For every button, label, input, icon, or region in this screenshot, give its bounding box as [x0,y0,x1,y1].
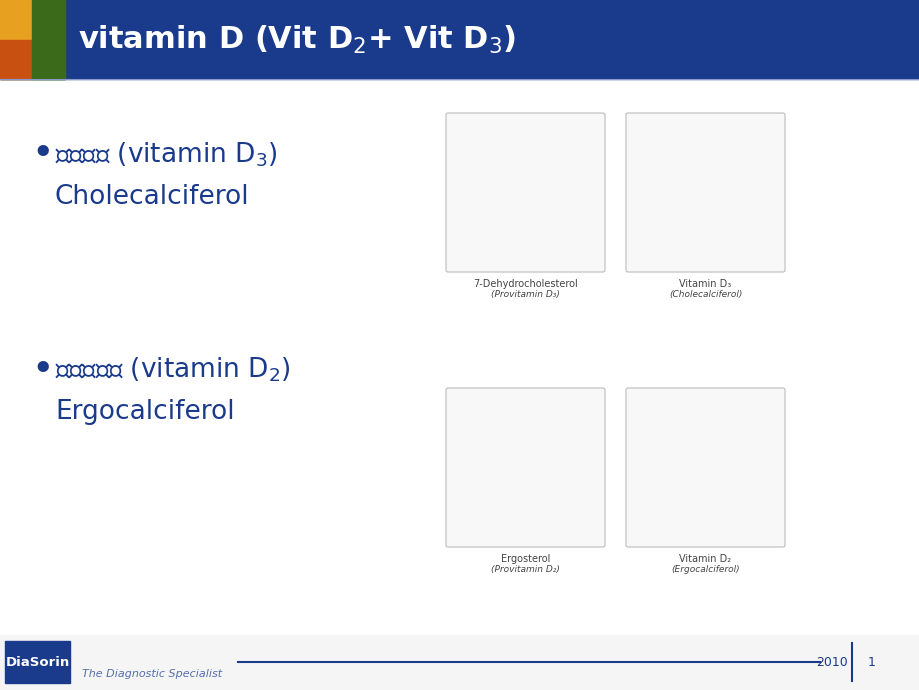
Bar [0,0,919,79]
Text: •: • [32,139,52,170]
Text: (Cholecalciferol): (Cholecalciferol) [668,290,742,299]
Text: (Provitamin D₃): (Provitamin D₃) [491,290,560,299]
Text: (Ergocalciferol): (Ergocalciferol) [671,565,739,574]
Bar [0,0,32,39]
Text: (Provitamin D₂): (Provitamin D₂) [491,565,560,574]
Text: 麦角骨化醇 (vitamin D$_2$): 麦角骨化醇 (vitamin D$_2$) [55,356,290,384]
Text: 7-Dehydrocholesterol: 7-Dehydrocholesterol [472,279,577,289]
FancyBboxPatch shape [625,388,784,547]
Text: DiaSorin: DiaSorin [6,656,70,669]
Bar [0,635,919,690]
Bar [32,0,65,79]
Text: The Diagnostic Specialist: The Diagnostic Specialist [82,669,221,679]
Text: Ergosterol: Ergosterol [500,554,550,564]
Text: Vitamin D₂: Vitamin D₂ [679,554,731,564]
Text: Cholecalciferol: Cholecalciferol [55,184,249,210]
FancyBboxPatch shape [446,113,605,272]
Text: •: • [32,355,52,386]
Text: vitamin D (Vit D$_2$+ Vit D$_3$): vitamin D (Vit D$_2$+ Vit D$_3$) [78,23,516,56]
Bar [0,39,32,79]
Text: 1: 1 [868,656,875,669]
Text: 胆骨化醇 (vitamin D$_3$): 胆骨化醇 (vitamin D$_3$) [55,141,278,169]
Text: Ergocalciferol: Ergocalciferol [55,399,234,425]
Bar [5,641,70,683]
Bar [0,79,919,635]
FancyBboxPatch shape [625,113,784,272]
Bar [0,0,65,79]
FancyBboxPatch shape [446,388,605,547]
Text: Vitamin D₃: Vitamin D₃ [678,279,731,289]
Text: 2010: 2010 [815,656,847,669]
